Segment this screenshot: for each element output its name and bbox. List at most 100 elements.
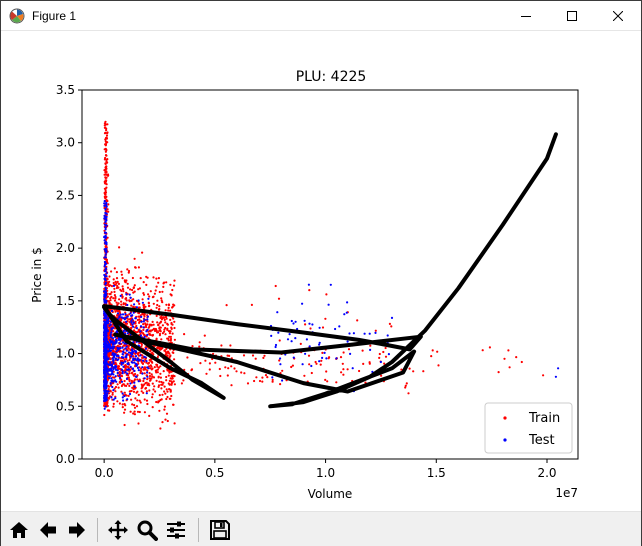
train-point <box>264 374 268 377</box>
train-point <box>138 410 141 414</box>
train-point <box>134 266 137 269</box>
train-point <box>134 306 137 309</box>
train-point <box>125 357 128 360</box>
test-point <box>274 345 277 349</box>
train-point <box>104 143 107 146</box>
train-point <box>164 353 167 356</box>
train-point <box>309 327 312 330</box>
test-point <box>125 349 128 352</box>
train-point <box>167 309 170 312</box>
train-point <box>114 390 117 393</box>
train-point <box>140 361 143 364</box>
train-point <box>325 370 328 373</box>
train-point <box>138 378 141 381</box>
train-point <box>121 406 124 409</box>
test-point <box>137 369 140 372</box>
forward-button[interactable] <box>64 517 90 543</box>
train-point <box>169 335 172 338</box>
train-point <box>140 390 143 393</box>
test-point <box>147 297 150 300</box>
train-point <box>104 126 107 129</box>
train-point <box>225 304 228 307</box>
train-point <box>163 330 166 333</box>
test-point <box>290 340 293 343</box>
save-button[interactable] <box>207 517 233 543</box>
train-point <box>170 370 173 373</box>
test-point <box>119 347 122 350</box>
train-point <box>139 277 142 280</box>
train-point <box>104 182 107 185</box>
test-point <box>103 369 106 373</box>
train-point <box>159 321 162 324</box>
train-point <box>422 370 425 373</box>
train-point <box>110 270 113 273</box>
test-point <box>136 357 139 360</box>
train-point <box>144 322 147 325</box>
pan-button[interactable] <box>105 517 131 543</box>
train-point <box>339 356 343 359</box>
train-point <box>109 303 112 306</box>
test-point <box>105 344 108 347</box>
train-point <box>169 337 173 341</box>
close-button[interactable] <box>595 1 641 31</box>
train-point <box>166 322 169 325</box>
train-point <box>308 363 311 366</box>
train-point <box>170 394 173 398</box>
train-point <box>113 299 117 302</box>
train-point <box>137 312 141 315</box>
train-point <box>508 366 511 369</box>
train-point <box>158 290 161 294</box>
train-point <box>159 348 162 351</box>
train-point <box>143 411 146 414</box>
test-point <box>271 376 274 379</box>
train-point <box>167 351 170 354</box>
minimize-button[interactable] <box>503 1 549 31</box>
test-point <box>103 320 106 323</box>
test-point <box>329 283 332 286</box>
train-point <box>106 199 109 203</box>
train-point <box>112 402 115 405</box>
test-point <box>116 331 119 334</box>
title-bar[interactable]: Figure 1 <box>1 1 641 31</box>
test-point <box>294 320 297 323</box>
subplots-button[interactable] <box>163 517 189 543</box>
train-point <box>129 288 132 291</box>
train-point <box>161 290 164 293</box>
train-point <box>166 337 169 340</box>
test-point <box>107 320 110 323</box>
train-point <box>116 374 119 377</box>
test-point <box>103 200 106 203</box>
train-point <box>156 299 159 302</box>
train-point <box>153 385 156 388</box>
test-point <box>103 394 106 397</box>
train-point <box>166 419 169 423</box>
train-point <box>170 327 173 330</box>
train-point <box>108 275 111 278</box>
train-point <box>230 365 233 368</box>
test-point <box>105 342 108 345</box>
train-point <box>107 283 110 286</box>
test-point <box>132 357 135 360</box>
test-point <box>131 361 134 364</box>
back-button[interactable] <box>35 517 61 543</box>
zoom-button[interactable] <box>134 517 160 543</box>
figure-canvas[interactable]: PLU: 4225 0.0 0.5 1.0 1.5 2.0 0.0 0.5 1.0 1.5 2.… <box>1 31 641 511</box>
train-point <box>109 353 112 356</box>
test-point <box>369 348 372 351</box>
home-button[interactable] <box>6 517 32 543</box>
test-point <box>124 355 127 358</box>
test-point <box>121 392 124 395</box>
train-point <box>169 397 172 400</box>
train-point <box>171 288 174 292</box>
maximize-button[interactable] <box>549 1 595 31</box>
legend-train-label: Train <box>528 411 560 426</box>
train-point <box>242 354 246 357</box>
train-point <box>108 336 111 339</box>
train-point <box>153 292 156 295</box>
train-point <box>229 344 232 347</box>
train-point <box>262 356 265 359</box>
test-point <box>107 390 110 393</box>
test-point <box>139 334 142 337</box>
test-point <box>129 382 132 385</box>
test-point <box>124 371 127 374</box>
